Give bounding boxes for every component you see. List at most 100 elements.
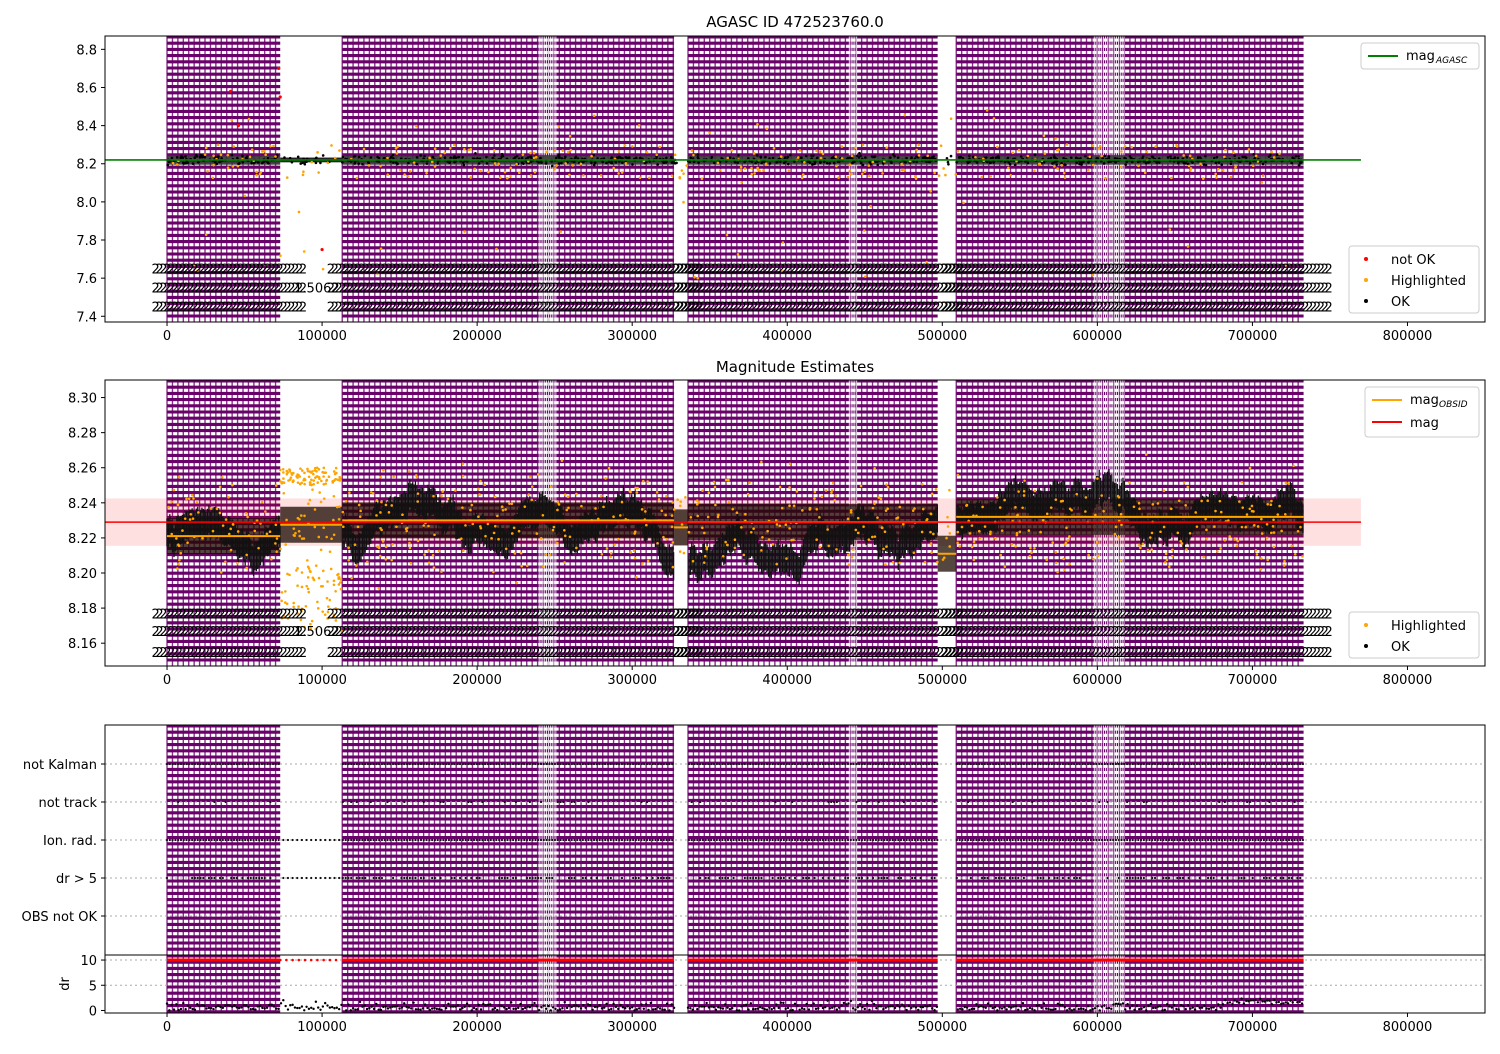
highlighted-point bbox=[413, 161, 416, 164]
highlighted-point bbox=[282, 468, 285, 471]
ok-point bbox=[236, 157, 239, 160]
highlighted-point bbox=[1092, 558, 1095, 561]
ok-point bbox=[545, 162, 548, 165]
highlighted-point bbox=[940, 144, 943, 147]
highlighted-point bbox=[391, 543, 394, 546]
highlighted-point bbox=[493, 149, 496, 152]
highlighted-point bbox=[293, 534, 296, 537]
highlighted-point bbox=[189, 518, 192, 521]
highlighted-point bbox=[1273, 546, 1276, 549]
ok-point bbox=[458, 156, 461, 159]
highlighted-point bbox=[775, 563, 778, 566]
highlighted-point bbox=[427, 525, 430, 528]
highlighted-point bbox=[945, 537, 948, 540]
ok-point bbox=[423, 155, 426, 158]
highlighted-point bbox=[497, 538, 500, 541]
highlighted-point bbox=[309, 570, 312, 573]
highlighted-point bbox=[1189, 169, 1192, 172]
ok-point bbox=[1062, 157, 1065, 160]
highlighted-point bbox=[719, 169, 722, 172]
highlighted-point bbox=[582, 174, 585, 177]
highlighted-point bbox=[515, 163, 518, 166]
highlighted-point bbox=[790, 539, 793, 542]
legend-not-ok: not OK bbox=[1391, 253, 1436, 268]
highlighted-point bbox=[1089, 155, 1092, 158]
highlighted-point bbox=[431, 161, 434, 164]
highlighted-point bbox=[1297, 530, 1300, 533]
highlighted-point bbox=[441, 490, 444, 493]
highlighted-point bbox=[283, 481, 286, 484]
highlighted-point bbox=[301, 586, 304, 589]
highlighted-point bbox=[186, 541, 189, 544]
highlighted-point bbox=[1251, 505, 1254, 508]
highlighted-point bbox=[432, 495, 435, 498]
highlighted-point bbox=[569, 535, 572, 538]
highlighted-point bbox=[1075, 493, 1078, 496]
highlighted-point bbox=[955, 173, 958, 176]
highlighted-point bbox=[569, 135, 572, 138]
highlighted-point bbox=[1216, 550, 1219, 553]
highlighted-point bbox=[307, 566, 310, 569]
highlighted-point bbox=[172, 162, 175, 165]
highlighted-point bbox=[377, 587, 380, 590]
highlighted-point bbox=[1157, 502, 1160, 505]
highlighted-point bbox=[471, 523, 474, 526]
highlighted-point bbox=[671, 174, 674, 177]
highlighted-point bbox=[1182, 154, 1185, 157]
highlighted-point bbox=[1280, 530, 1283, 533]
highlighted-point bbox=[440, 570, 443, 573]
ok-point bbox=[231, 154, 234, 157]
ok-point bbox=[697, 153, 700, 156]
highlighted-point bbox=[303, 250, 306, 253]
ok-point bbox=[478, 162, 481, 165]
highlighted-point bbox=[230, 119, 233, 122]
highlighted-point bbox=[986, 109, 989, 112]
highlighted-point bbox=[915, 177, 918, 180]
highlighted-point bbox=[570, 149, 573, 152]
highlighted-point bbox=[1039, 531, 1042, 534]
highlighted-point bbox=[660, 509, 663, 512]
highlighted-point bbox=[1142, 542, 1145, 545]
ok-point bbox=[449, 156, 452, 159]
highlighted-point bbox=[1179, 540, 1182, 543]
ok-point bbox=[166, 164, 169, 167]
highlighted-point bbox=[330, 568, 333, 571]
y-tick-label: 8.4 bbox=[76, 120, 97, 135]
highlighted-point bbox=[929, 531, 932, 534]
highlighted-point bbox=[206, 170, 209, 173]
highlighted-point bbox=[768, 538, 771, 541]
highlighted-point bbox=[511, 502, 514, 505]
highlighted-point bbox=[178, 476, 181, 479]
highlighted-point bbox=[962, 202, 965, 205]
highlighted-point bbox=[703, 532, 706, 535]
highlighted-point bbox=[339, 581, 342, 584]
highlighted-point bbox=[691, 149, 694, 152]
highlighted-point bbox=[688, 531, 691, 534]
highlighted-point bbox=[929, 190, 932, 193]
highlighted-point bbox=[1287, 482, 1290, 485]
highlighted-point bbox=[869, 205, 872, 208]
ok-point bbox=[1043, 161, 1046, 164]
highlighted-point bbox=[379, 165, 382, 168]
highlighted-point bbox=[943, 556, 946, 559]
highlighted-point bbox=[1023, 494, 1026, 497]
highlighted-point bbox=[876, 516, 879, 519]
highlighted-point bbox=[282, 492, 285, 495]
highlighted-point bbox=[1138, 502, 1141, 505]
highlighted-point bbox=[1154, 145, 1157, 148]
highlighted-point bbox=[249, 156, 252, 159]
highlighted-point bbox=[1137, 165, 1140, 168]
highlighted-point bbox=[676, 498, 679, 501]
highlighted-point bbox=[408, 542, 411, 545]
highlighted-point bbox=[462, 462, 465, 465]
highlighted-point bbox=[684, 496, 687, 499]
highlighted-point bbox=[606, 547, 609, 550]
highlighted-point bbox=[479, 480, 482, 483]
ok-point bbox=[1123, 157, 1126, 160]
ok-point bbox=[787, 156, 790, 159]
highlighted-point bbox=[333, 495, 336, 498]
highlighted-point bbox=[762, 169, 765, 172]
highlighted-point bbox=[619, 514, 622, 517]
highlighted-point bbox=[847, 554, 850, 557]
ok-point bbox=[426, 162, 429, 165]
